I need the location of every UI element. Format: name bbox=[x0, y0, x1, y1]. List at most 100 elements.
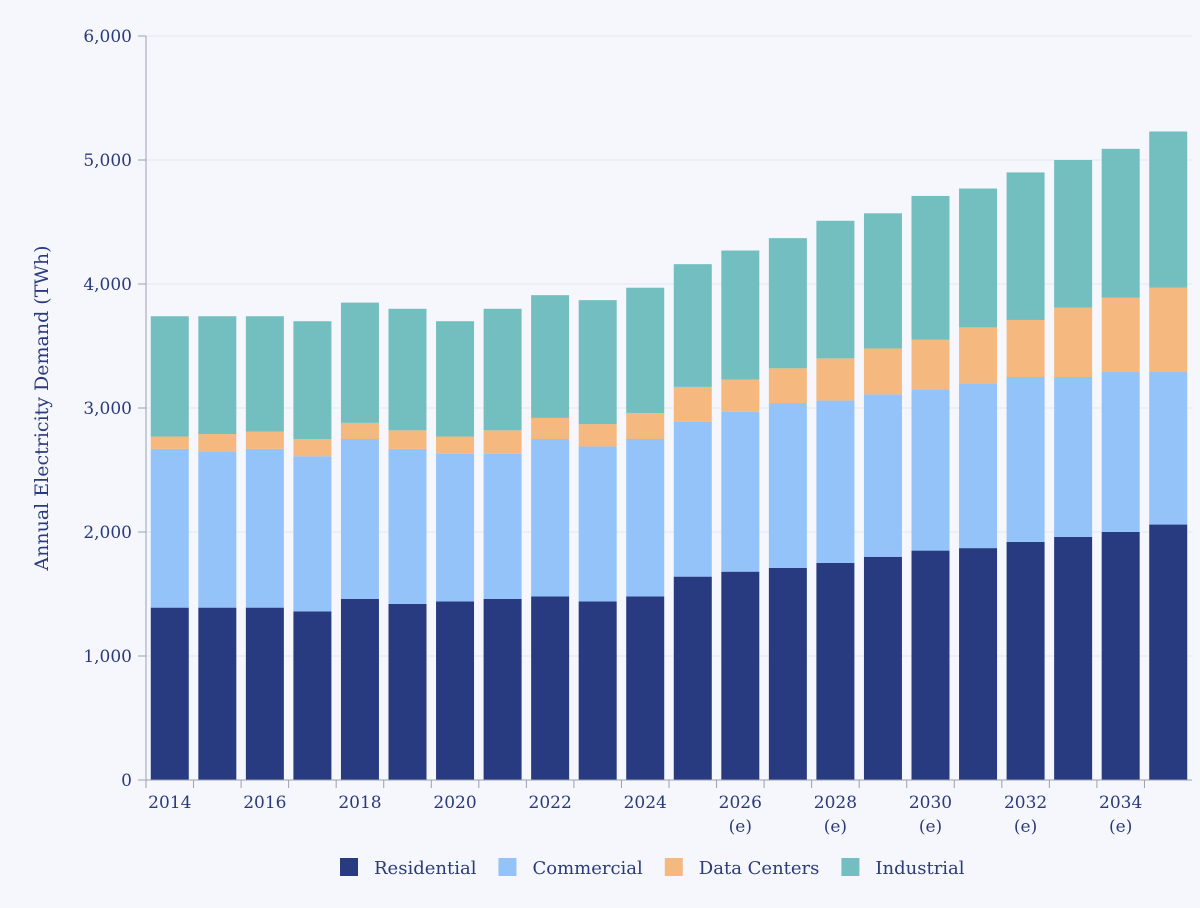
bar-segment-industrial bbox=[1054, 160, 1093, 308]
bar-segment-residential bbox=[959, 548, 998, 780]
legend-label: Commercial bbox=[532, 858, 643, 879]
y-axis-label: Annual Electricity Demand (TWh) bbox=[31, 245, 53, 571]
bar-segment-industrial bbox=[150, 316, 189, 437]
bar-segment-commercial bbox=[1054, 377, 1093, 537]
bar-segment-data-centers bbox=[293, 439, 332, 457]
bar-segment-commercial bbox=[1149, 372, 1188, 525]
bar-segment-data-centers bbox=[436, 436, 475, 454]
bar-segment-residential bbox=[863, 556, 902, 780]
bar-segment-data-centers bbox=[863, 348, 902, 395]
bar-segment-commercial bbox=[388, 448, 427, 604]
legend-label: Data Centers bbox=[699, 858, 820, 879]
bar-segment-residential bbox=[388, 603, 427, 780]
bar-segment-data-centers bbox=[1149, 287, 1188, 373]
bar-segment-industrial bbox=[768, 238, 807, 369]
bar-segment-residential bbox=[245, 607, 284, 780]
bar-segment-data-centers bbox=[150, 436, 189, 449]
bar-segment-data-centers bbox=[721, 379, 760, 412]
bar-segment-residential bbox=[1006, 541, 1045, 780]
y-tick-label: 2,000 bbox=[83, 523, 132, 543]
x-tick-label: 2026 bbox=[719, 793, 762, 813]
legend-swatch bbox=[841, 858, 860, 876]
bar-segment-commercial bbox=[721, 411, 760, 572]
bar-segment-commercial bbox=[150, 448, 189, 608]
bar-segment-commercial bbox=[245, 448, 284, 608]
bar-segment-industrial bbox=[863, 213, 902, 349]
bar-segment-data-centers bbox=[673, 386, 712, 422]
bar-segment-commercial bbox=[436, 453, 475, 602]
bar-segment-commercial bbox=[673, 421, 712, 577]
bar-segment-commercial bbox=[959, 383, 998, 549]
bar-segment-residential bbox=[483, 598, 522, 780]
legend-swatch bbox=[498, 858, 517, 876]
legend-swatch bbox=[664, 858, 683, 876]
x-tick-label: 2028 bbox=[814, 793, 857, 813]
bar-segment-industrial bbox=[816, 220, 855, 359]
bar-segment-residential bbox=[1101, 532, 1140, 780]
bar-segment-data-centers bbox=[578, 424, 617, 447]
x-tick-label: 2018 bbox=[338, 793, 381, 813]
bar-segment-residential bbox=[150, 607, 189, 780]
bar-segment-data-centers bbox=[388, 430, 427, 449]
bar-segment-residential bbox=[816, 563, 855, 780]
bar-segment-data-centers bbox=[626, 412, 665, 439]
bar-segment-industrial bbox=[1149, 131, 1188, 288]
bar-segment-commercial bbox=[578, 446, 617, 602]
bar-segment-residential bbox=[578, 601, 617, 780]
x-tick-label: 2032 bbox=[1004, 793, 1047, 813]
bar-segment-data-centers bbox=[911, 339, 950, 390]
bar-segment-residential bbox=[1054, 536, 1093, 780]
bar-segment-industrial bbox=[340, 302, 379, 423]
y-tick-label: 4,000 bbox=[83, 275, 132, 295]
y-tick-label: 6,000 bbox=[83, 27, 132, 47]
bar-segment-industrial bbox=[245, 316, 284, 432]
x-tick-label: 2016 bbox=[243, 793, 286, 813]
bar-segment-industrial bbox=[436, 321, 475, 437]
x-tick-label: 2030 bbox=[909, 793, 952, 813]
bar-segment-residential bbox=[436, 601, 475, 780]
legend-label: Residential bbox=[374, 858, 477, 879]
bar-segment-residential bbox=[721, 571, 760, 780]
bar-segment-residential bbox=[1149, 524, 1188, 780]
bar-segment-commercial bbox=[626, 439, 665, 597]
x-tick-note: (e) bbox=[729, 817, 752, 837]
bar-segment-residential bbox=[673, 576, 712, 780]
x-tick-label: 2024 bbox=[624, 793, 667, 813]
x-tick-label: 2022 bbox=[529, 793, 572, 813]
bar-segment-residential bbox=[340, 598, 379, 780]
bar-segment-data-centers bbox=[483, 430, 522, 454]
bar-segment-industrial bbox=[959, 188, 998, 328]
bar-segment-industrial bbox=[578, 300, 617, 425]
bar-segment-residential bbox=[626, 596, 665, 780]
bar-segment-data-centers bbox=[198, 434, 237, 452]
x-tick-note: (e) bbox=[1014, 817, 1037, 837]
bar-segment-industrial bbox=[673, 264, 712, 387]
bar-segment-commercial bbox=[1006, 377, 1045, 542]
bar-segment-industrial bbox=[721, 250, 760, 380]
axes: 0 1,000 2,000 3,000 4,000 5,000 6,000 2014 2016 2… bbox=[83, 27, 1192, 837]
bar-segment-industrial bbox=[1006, 172, 1045, 320]
bar-segment-residential bbox=[768, 567, 807, 780]
legend-swatch bbox=[340, 858, 358, 876]
bar-segment-industrial bbox=[911, 195, 950, 340]
bar-segment-commercial bbox=[863, 394, 902, 557]
bar-segment-data-centers bbox=[1101, 297, 1140, 373]
bar-segment-commercial bbox=[293, 456, 332, 612]
legend: Residential Commercial Data Centers Industr… bbox=[340, 858, 965, 879]
bar-segment-industrial bbox=[198, 316, 237, 435]
bar-segment-industrial bbox=[531, 295, 570, 418]
bar-segment-data-centers bbox=[1006, 319, 1045, 377]
bar-segment-industrial bbox=[483, 308, 522, 431]
x-tick-label: 2034 bbox=[1099, 793, 1142, 813]
y-tick-label: 0 bbox=[121, 771, 132, 791]
bar-segment-data-centers bbox=[245, 431, 284, 449]
bar-segment-residential bbox=[911, 550, 950, 780]
bar-segment-residential bbox=[531, 596, 570, 780]
bar-segment-commercial bbox=[198, 451, 237, 608]
x-tick-label: 2014 bbox=[148, 793, 191, 813]
y-tick-label: 3,000 bbox=[83, 399, 132, 419]
bar-segment-data-centers bbox=[1054, 307, 1093, 377]
x-tick-label: 2020 bbox=[433, 793, 476, 813]
bar-segment-data-centers bbox=[340, 422, 379, 439]
